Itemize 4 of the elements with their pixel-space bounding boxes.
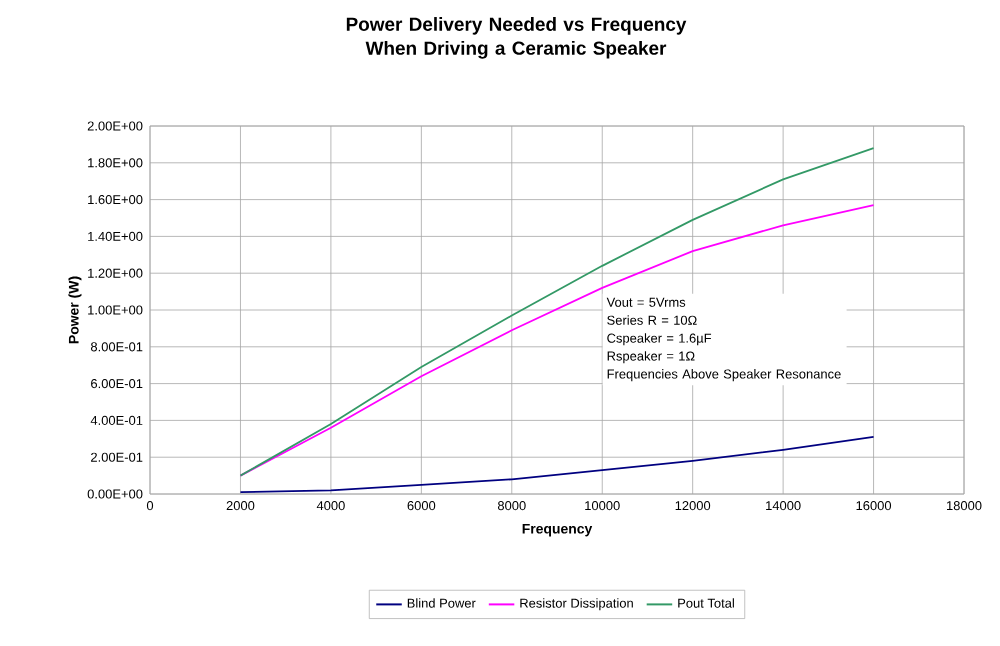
chart-title: Power Delivery Needed vs Frequency When Driving a Ceramic Speaker xyxy=(346,17,687,59)
line-series xyxy=(239,147,875,477)
line-series xyxy=(239,436,875,494)
line-series xyxy=(239,204,875,477)
